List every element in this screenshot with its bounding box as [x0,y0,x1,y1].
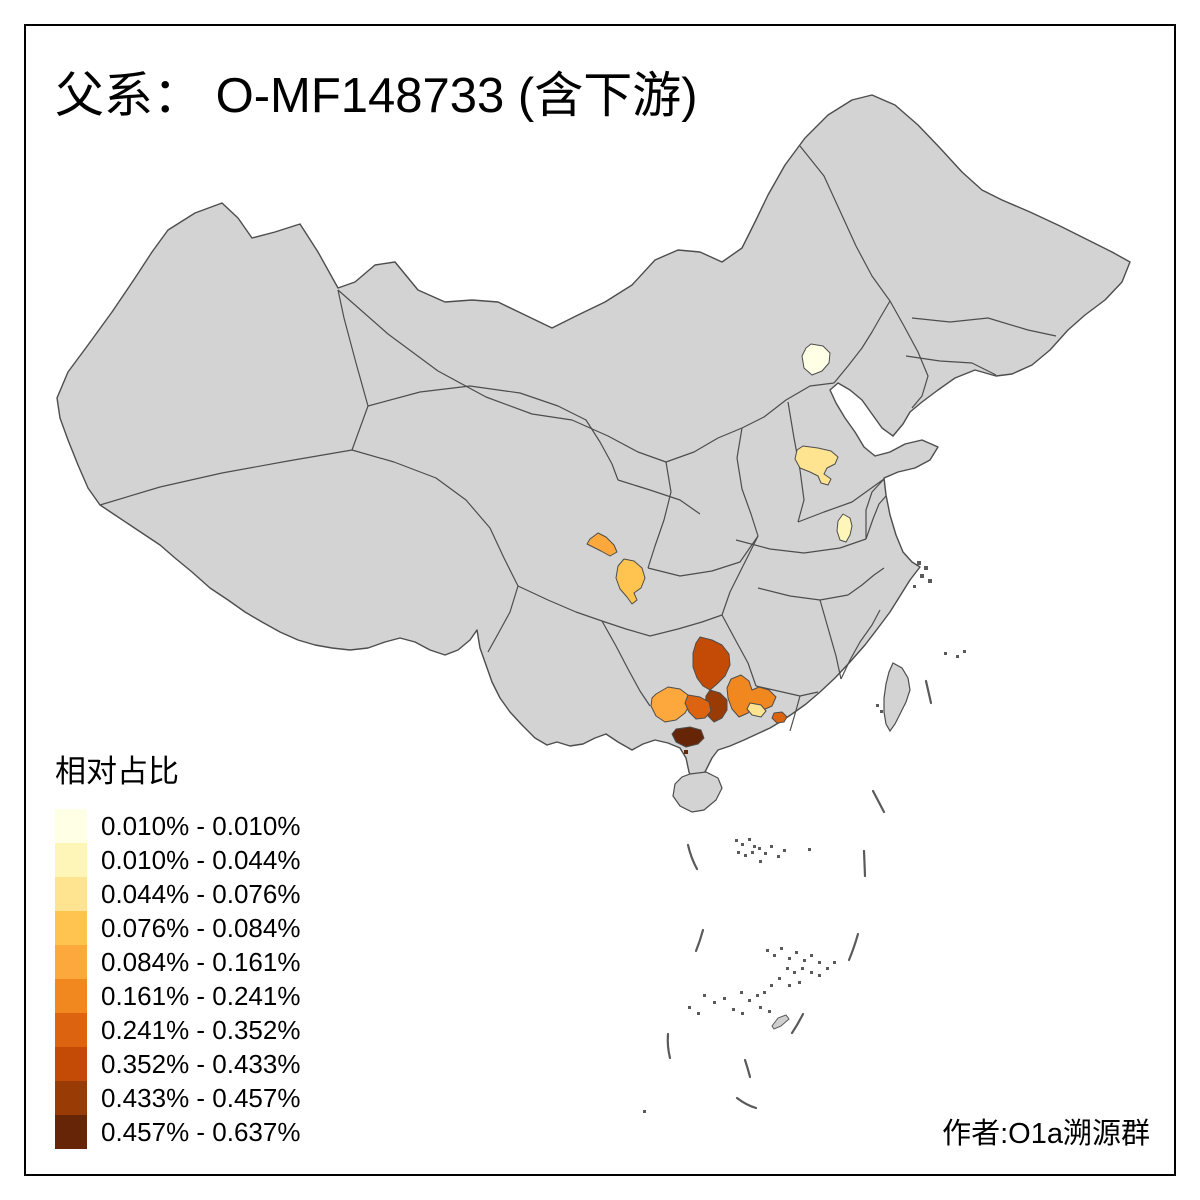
region-sichuan-chengdu [615,558,646,605]
legend-title: 相对占比 [55,754,179,789]
legend-row: 0.161% - 0.241% [55,979,300,1013]
legend-swatch [55,1081,87,1115]
legend-row: 0.457% - 0.637% [55,1115,300,1149]
plot-frame [24,24,1176,1176]
legend-label: 0.010% - 0.044% [101,845,301,875]
legend-label: 0.352% - 0.433% [101,1049,301,1079]
legend-row: 0.076% - 0.084% [55,911,300,945]
author-credit: 作者:O1a溯源群 [942,1118,1150,1150]
legend-label: 0.241% - 0.352% [101,1015,301,1045]
region-jiangsu-anhui [836,513,853,543]
legend-label: 0.084% - 0.161% [101,947,301,977]
legend: 相对占比 0.010% - 0.010% 0.010% - 0.044% 0.0… [55,746,300,1149]
legend-label: 0.161% - 0.241% [101,981,301,1011]
legend-row: 0.433% - 0.457% [55,1081,300,1115]
legend-swatch [55,1047,87,1081]
region-beijing [801,343,831,376]
region-pearl-river-delta [771,711,788,724]
legend-row: 0.352% - 0.433% [55,1047,300,1081]
legend-row: 0.010% - 0.010% [55,809,300,843]
legend-row: 0.241% - 0.352% [55,1013,300,1047]
legend-swatch [55,877,87,911]
legend-swatch [55,843,87,877]
islet-gray [771,1014,790,1030]
china-landmass [56,94,1131,785]
region-shandong-west [794,445,839,486]
legend-swatch [55,979,87,1013]
taiwan-island [883,662,911,733]
hainan-island [672,771,723,813]
legend-swatch [55,945,87,979]
region-guangxi-guigang [746,702,767,718]
region-guangxi-baise [650,686,691,723]
region-guangxi-liuzhou [726,674,777,718]
legend-swatch [55,1013,87,1047]
legend-label: 0.076% - 0.084% [101,913,301,943]
map-title: 父系： O-MF148733 (含下游) [55,69,698,123]
legend-row: 0.010% - 0.044% [55,843,300,877]
legend-swatch [55,911,87,945]
region-leizhou-peninsula [671,726,705,754]
region-sichuan-north [586,532,618,557]
legend-label: 0.010% - 0.010% [101,811,301,841]
south-china-sea-islands [643,561,966,1113]
colored-regions [586,343,853,754]
province-borders [99,145,1057,732]
legend-label: 0.044% - 0.076% [101,879,301,909]
legend-row: 0.084% - 0.161% [55,945,300,979]
legend-label: 0.457% - 0.637% [101,1117,301,1147]
legend-row: 0.044% - 0.076% [55,877,300,911]
region-guizhou-south [692,636,731,691]
region-guangxi-donglan [684,694,712,720]
legend-swatch [55,1115,87,1149]
legend-swatch [55,809,87,843]
legend-label: 0.433% - 0.457% [101,1083,301,1113]
nine-dash-line [666,679,933,1110]
